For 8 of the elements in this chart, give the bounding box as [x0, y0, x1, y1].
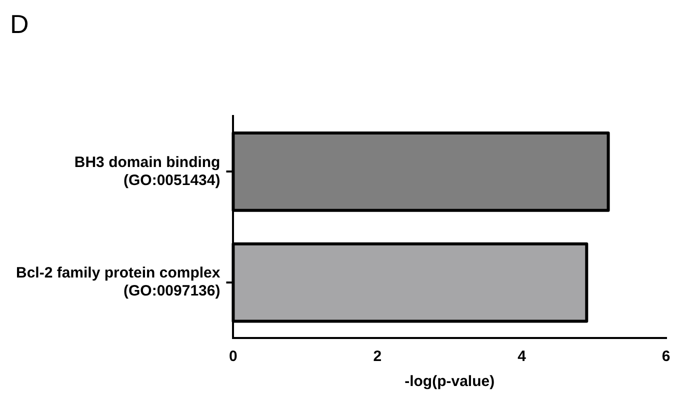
y-tick-label: BH3 domain binding (GO:0051434) — [74, 154, 220, 189]
x-tick-label: 2 — [373, 348, 382, 366]
x-tick-label: 4 — [518, 348, 527, 366]
x-tick-label: 6 — [662, 348, 670, 366]
text: D — [10, 8, 29, 39]
y-tick-label: Bcl-2 family protein complex (GO:0097136) — [16, 264, 221, 300]
x-tick-label: 0 — [229, 348, 238, 366]
x-axis-title: -log(p-value) — [404, 373, 495, 390]
